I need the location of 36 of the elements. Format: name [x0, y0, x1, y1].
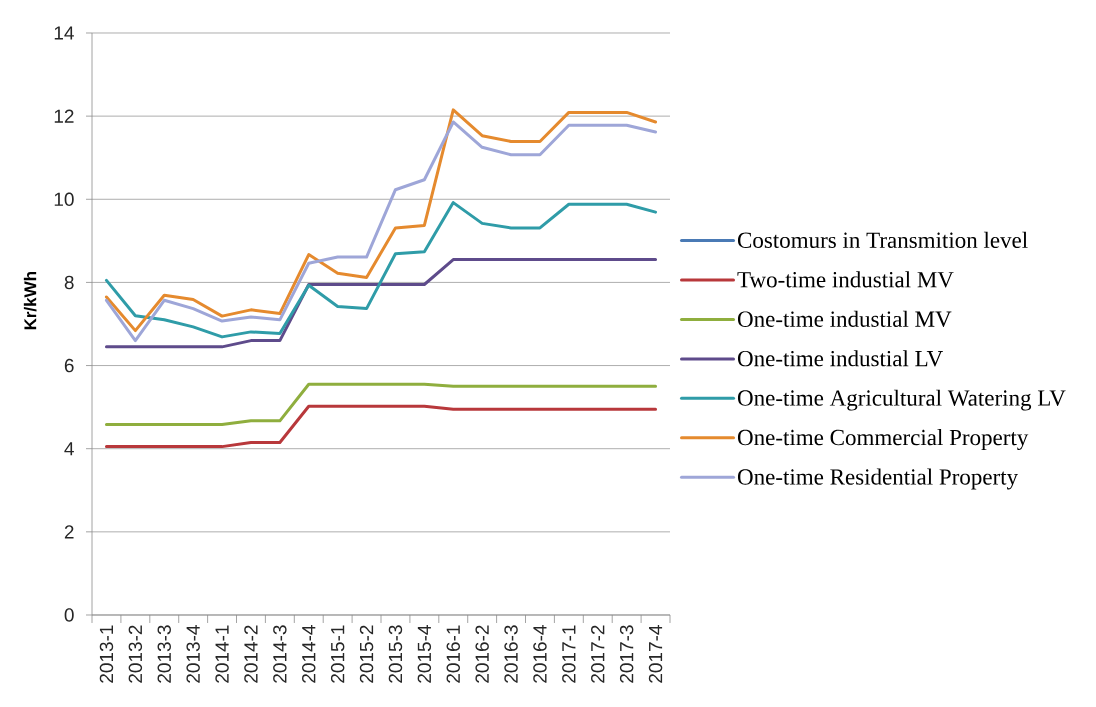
legend-label: Two-time industial MV — [737, 271, 954, 288]
x-tick-label: 2013-4 — [186, 625, 200, 683]
x-tick-label: 2015-4 — [417, 625, 432, 683]
x-tick-label: 2015-1 — [330, 625, 345, 683]
legend-label: Costomurs in Transmition level — [737, 231, 1028, 248]
x-tick-label: 2017-4 — [648, 625, 663, 683]
legend-label: One-time Commercial Property — [737, 429, 1029, 451]
y-tick-label: 14 — [54, 26, 74, 40]
x-tick-label: 2015-3 — [388, 625, 403, 683]
legend-label: One-time Agricultural Watering LV — [737, 389, 1066, 411]
x-tick-label: 2013-1 — [99, 625, 114, 683]
x-tick-label: 2014-1 — [215, 625, 229, 683]
y-tick-label: 12 — [54, 109, 74, 123]
x-tick-label: 2016-1 — [446, 625, 460, 683]
x-tick-label: 2014-2 — [244, 625, 258, 683]
x-tick-label: 2016-4 — [533, 625, 547, 683]
y-tick-label: 10 — [54, 192, 74, 207]
y-axis-title: Kr/kWh — [23, 272, 37, 330]
y-tick-label: 8 — [64, 275, 74, 290]
x-tick-label: 2016-3 — [504, 625, 518, 683]
x-tick-label: 2016-2 — [475, 625, 489, 683]
x-tick-label: 2017-1 — [562, 625, 576, 683]
y-tick-label: 4 — [64, 442, 74, 456]
legend-label: One-time Residential Property — [737, 468, 1019, 490]
y-tick-label: 0 — [64, 608, 74, 622]
x-tick-label: 2013-3 — [157, 625, 171, 683]
y-tick-label: 6 — [64, 358, 74, 373]
x-tick-label: 2015-2 — [359, 625, 374, 683]
x-tick-label: 2017-3 — [619, 625, 634, 683]
x-tick-label: 2014-3 — [273, 625, 287, 683]
x-tick-label: 2014-4 — [302, 625, 316, 683]
x-tick-label: 2017-2 — [591, 625, 605, 683]
legend-label: One-time industial LV — [737, 350, 943, 367]
x-tick-label: 2013-2 — [128, 625, 143, 683]
y-tick-label: 2 — [64, 525, 74, 539]
legend-label: One-time industial MV — [737, 310, 952, 328]
